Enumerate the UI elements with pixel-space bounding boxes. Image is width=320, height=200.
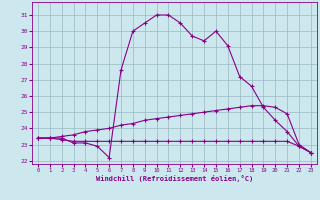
X-axis label: Windchill (Refroidissement éolien,°C): Windchill (Refroidissement éolien,°C) xyxy=(96,175,253,182)
